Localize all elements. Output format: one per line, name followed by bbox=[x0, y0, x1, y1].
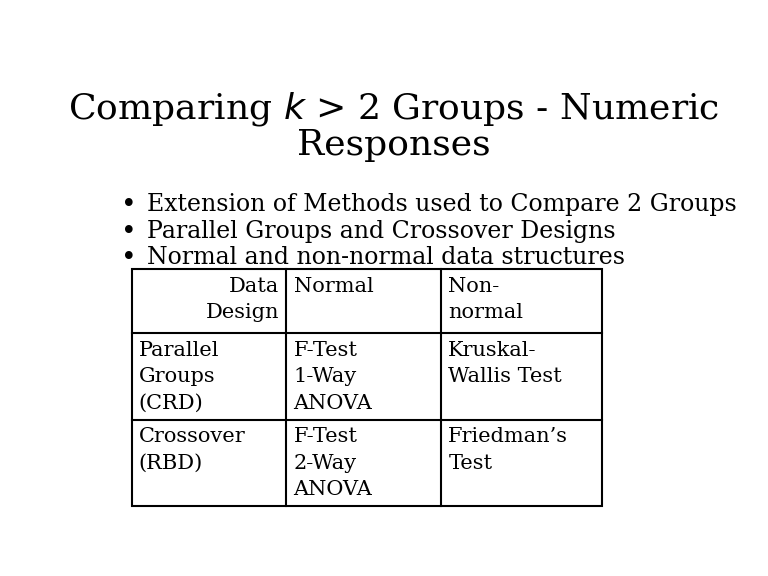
Text: Non-
normal: Non- normal bbox=[449, 276, 523, 322]
Bar bbox=[132, 268, 602, 506]
Text: Normal: Normal bbox=[293, 276, 373, 295]
Text: •: • bbox=[121, 245, 137, 270]
Text: •: • bbox=[121, 192, 137, 217]
Text: Friedman’s
Test: Friedman’s Test bbox=[449, 427, 568, 473]
Text: Parallel Groups and Crossover Designs: Parallel Groups and Crossover Designs bbox=[147, 219, 615, 242]
Text: F-Test
1-Way
ANOVA: F-Test 1-Way ANOVA bbox=[293, 341, 372, 413]
Text: Normal and non-normal data structures: Normal and non-normal data structures bbox=[147, 246, 624, 269]
Text: Crossover
(RBD): Crossover (RBD) bbox=[139, 427, 246, 473]
Text: Comparing $k$ > 2 Groups - Numeric: Comparing $k$ > 2 Groups - Numeric bbox=[68, 90, 720, 128]
Text: Responses: Responses bbox=[296, 127, 491, 161]
Text: Kruskal-
Wallis Test: Kruskal- Wallis Test bbox=[449, 341, 562, 386]
Text: •: • bbox=[121, 218, 137, 244]
Text: Data
Design: Data Design bbox=[206, 276, 280, 322]
Text: Parallel
Groups
(CRD): Parallel Groups (CRD) bbox=[139, 341, 220, 413]
Text: Extension of Methods used to Compare 2 Groups: Extension of Methods used to Compare 2 G… bbox=[147, 193, 737, 216]
Text: F-Test
2-Way
ANOVA: F-Test 2-Way ANOVA bbox=[293, 427, 372, 499]
